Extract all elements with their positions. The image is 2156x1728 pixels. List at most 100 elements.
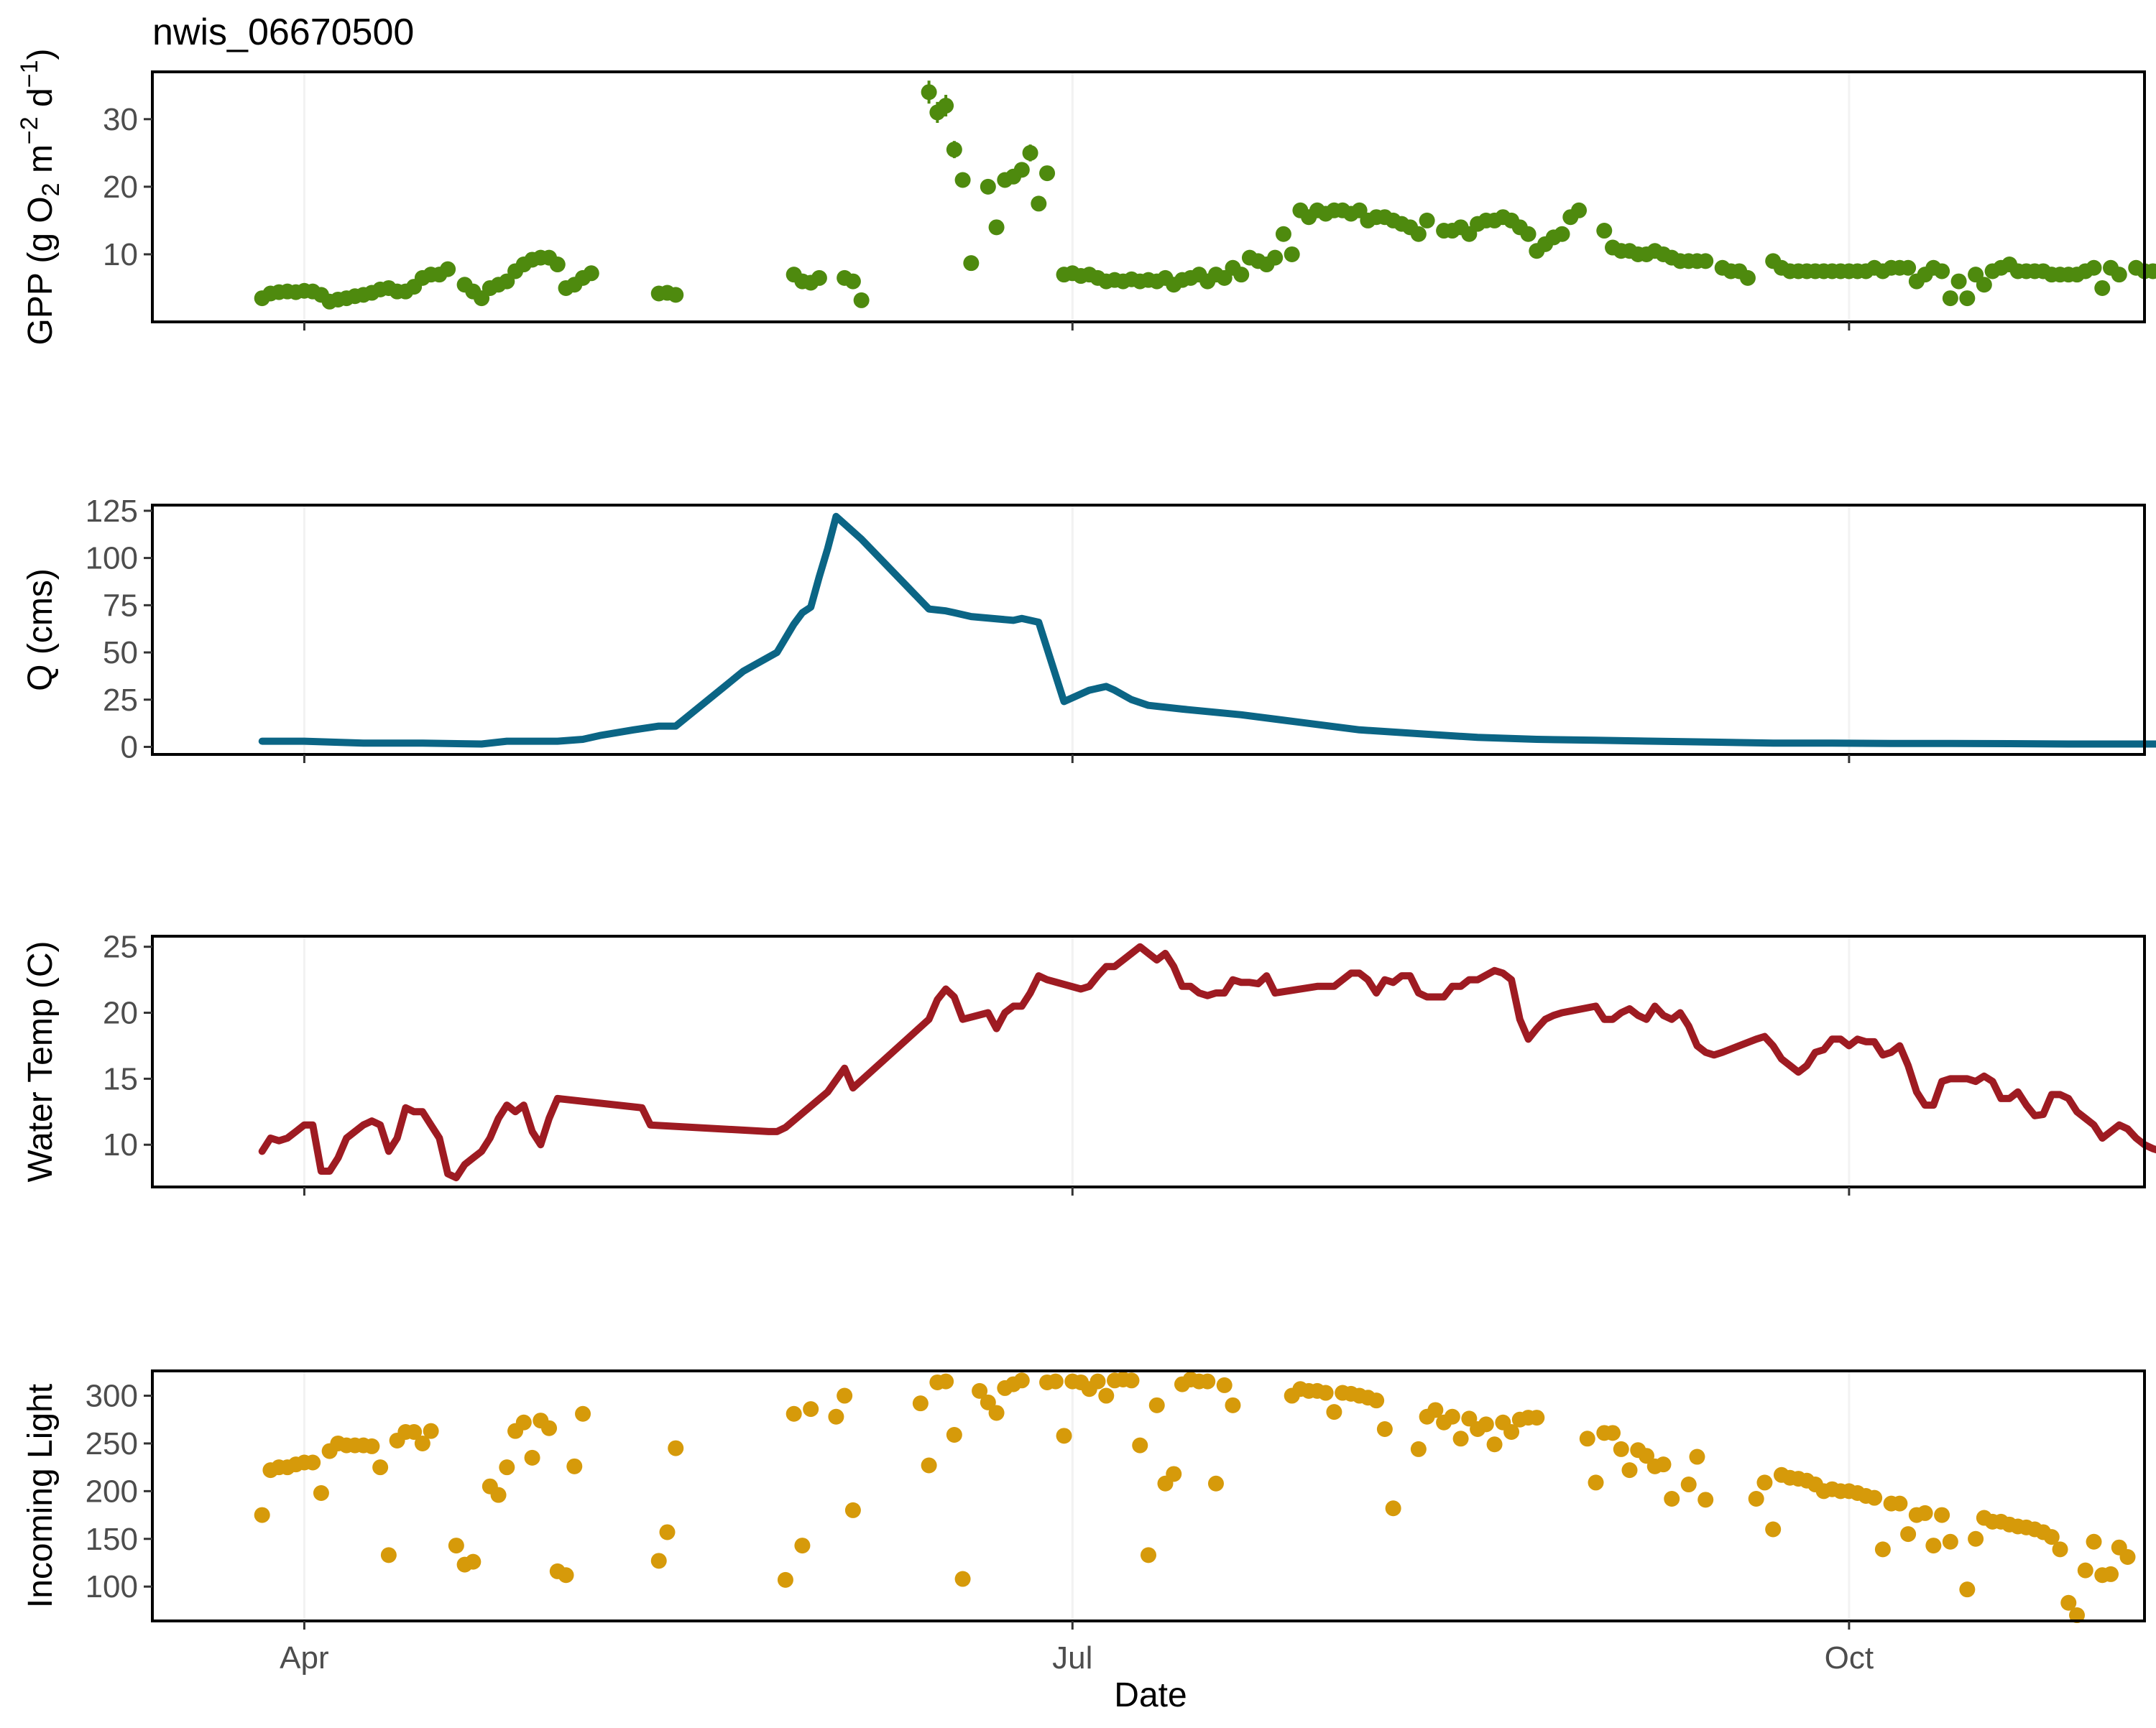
incoming-light-point — [1385, 1500, 1401, 1517]
incoming-light-point — [566, 1458, 583, 1474]
incoming-light-point — [1968, 1530, 1984, 1547]
incoming-light-point — [448, 1538, 464, 1554]
y-tick-label: 100 — [86, 541, 138, 576]
incoming-light-point — [988, 1405, 1005, 1421]
incoming-light-point — [465, 1553, 482, 1570]
incoming-light-point — [2043, 1529, 2060, 1546]
gpp-panel: 10 20 30 GPP (g O2 m−2 d−1) — [16, 49, 2156, 345]
incoming-light-point — [803, 1401, 819, 1418]
incoming-light-point — [1098, 1387, 1115, 1404]
incoming-light-point — [364, 1438, 380, 1454]
gpp-point — [1419, 212, 1435, 228]
gpp-point — [963, 255, 980, 272]
gpp-point — [1554, 226, 1570, 242]
incoming-light-point — [1942, 1533, 1958, 1550]
incoming-light-point — [777, 1571, 793, 1588]
incoming-light-point — [1959, 1581, 1976, 1598]
incoming-light-point — [499, 1459, 515, 1476]
incoming-light-point — [1689, 1449, 1705, 1465]
incoming-light-point — [1410, 1441, 1427, 1457]
incoming-light-point — [1639, 1448, 1654, 1464]
y-tick-label: 125 — [86, 494, 138, 529]
gpp-point — [1571, 202, 1588, 218]
gpp-point — [668, 287, 684, 303]
incoming-light-point — [1089, 1373, 1106, 1390]
incoming-light-point — [668, 1440, 684, 1456]
incoming-light-point — [650, 1553, 667, 1569]
incoming-light-point — [1605, 1425, 1621, 1441]
y-tick-label: 10 — [103, 1127, 138, 1163]
incoming-light-point — [414, 1435, 430, 1451]
discharge-plot-area — [152, 505, 2145, 754]
incoming-light-point — [1680, 1477, 1697, 1493]
gpp-point — [1934, 263, 1950, 279]
gpp-point — [988, 219, 1005, 236]
incoming-light-point — [1874, 1541, 1891, 1558]
incoming-light-point — [972, 1382, 988, 1399]
incoming-light-point — [2103, 1566, 2119, 1582]
gpp-point — [440, 261, 456, 277]
incoming-light-point — [1664, 1490, 1680, 1507]
gpp-point — [844, 273, 861, 290]
gpp-point — [1596, 223, 1613, 239]
incoming-light-point — [305, 1454, 321, 1471]
incoming-light-point — [938, 1373, 954, 1390]
y-tick-label: 25 — [103, 930, 138, 965]
gpp-frame — [151, 70, 2146, 323]
incoming-light-point — [490, 1487, 507, 1503]
y-tick-label: 20 — [103, 170, 138, 205]
incoming-light-point — [1621, 1462, 1638, 1479]
gpp-point — [938, 98, 954, 114]
incoming-light-point — [254, 1507, 270, 1523]
incoming-light-point — [921, 1457, 937, 1474]
y-tick-label: 30 — [103, 102, 138, 137]
incoming-light-point — [372, 1459, 389, 1476]
incoming-light-point — [423, 1423, 439, 1439]
gpp-point — [1275, 226, 1291, 242]
incoming-light-point — [1317, 1385, 1334, 1401]
x-tick-label: Apr — [280, 1640, 328, 1676]
gpp-point — [1959, 290, 1976, 307]
incoming-light-point — [1478, 1416, 1494, 1433]
incoming-light-point — [794, 1538, 811, 1554]
gpp-point — [1022, 144, 1038, 161]
chart-panels: 10 20 30 GPP (g O2 m−2 d−1) 0 25 50 75 100 125 Q (… — [16, 49, 2156, 1676]
incoming-light-point — [1655, 1456, 1672, 1473]
y-tick-label: 0 — [121, 729, 138, 764]
incoming-light-point — [1917, 1505, 1933, 1521]
water-temp-series-line — [258, 943, 2156, 1182]
x-tick-label: Jul — [1052, 1640, 1092, 1676]
gpp-point — [811, 269, 827, 286]
incoming-light-point — [1207, 1475, 1224, 1492]
incoming-light-point — [515, 1414, 532, 1431]
x-axis-title: Date — [1114, 1676, 1187, 1714]
gpp-point — [2094, 279, 2111, 296]
y-tick-label: 200 — [86, 1474, 138, 1509]
incoming-light-point — [1748, 1490, 1764, 1507]
gpp-point — [1284, 246, 1300, 262]
y-tick-label: 150 — [86, 1522, 138, 1557]
incoming-light-y-axis-title: Incoming Light — [22, 1384, 60, 1608]
y-tick-label: 20 — [103, 996, 138, 1031]
incoming-light-point — [946, 1426, 962, 1443]
incoming-light-point — [2060, 1594, 2077, 1611]
incoming-light-point — [1427, 1402, 1444, 1418]
incoming-light-point — [1925, 1538, 1942, 1554]
incoming-light-point — [558, 1567, 574, 1584]
incoming-light-point — [313, 1485, 329, 1502]
gpp-point — [549, 257, 566, 273]
incoming-light-point — [1326, 1404, 1342, 1420]
incoming-light-point — [1123, 1372, 1140, 1389]
incoming-light-point — [980, 1394, 996, 1410]
incoming-light-point — [1148, 1397, 1165, 1413]
gpp-point — [853, 292, 870, 308]
incoming-light-point — [1900, 1526, 1917, 1543]
incoming-light-plot-area — [152, 1371, 2145, 1621]
gpp-point — [946, 142, 962, 158]
gpp-point — [1031, 195, 1047, 212]
incoming-light-point — [1056, 1428, 1072, 1444]
incoming-light-point — [2077, 1562, 2093, 1579]
incoming-light-point — [2069, 1607, 2086, 1624]
